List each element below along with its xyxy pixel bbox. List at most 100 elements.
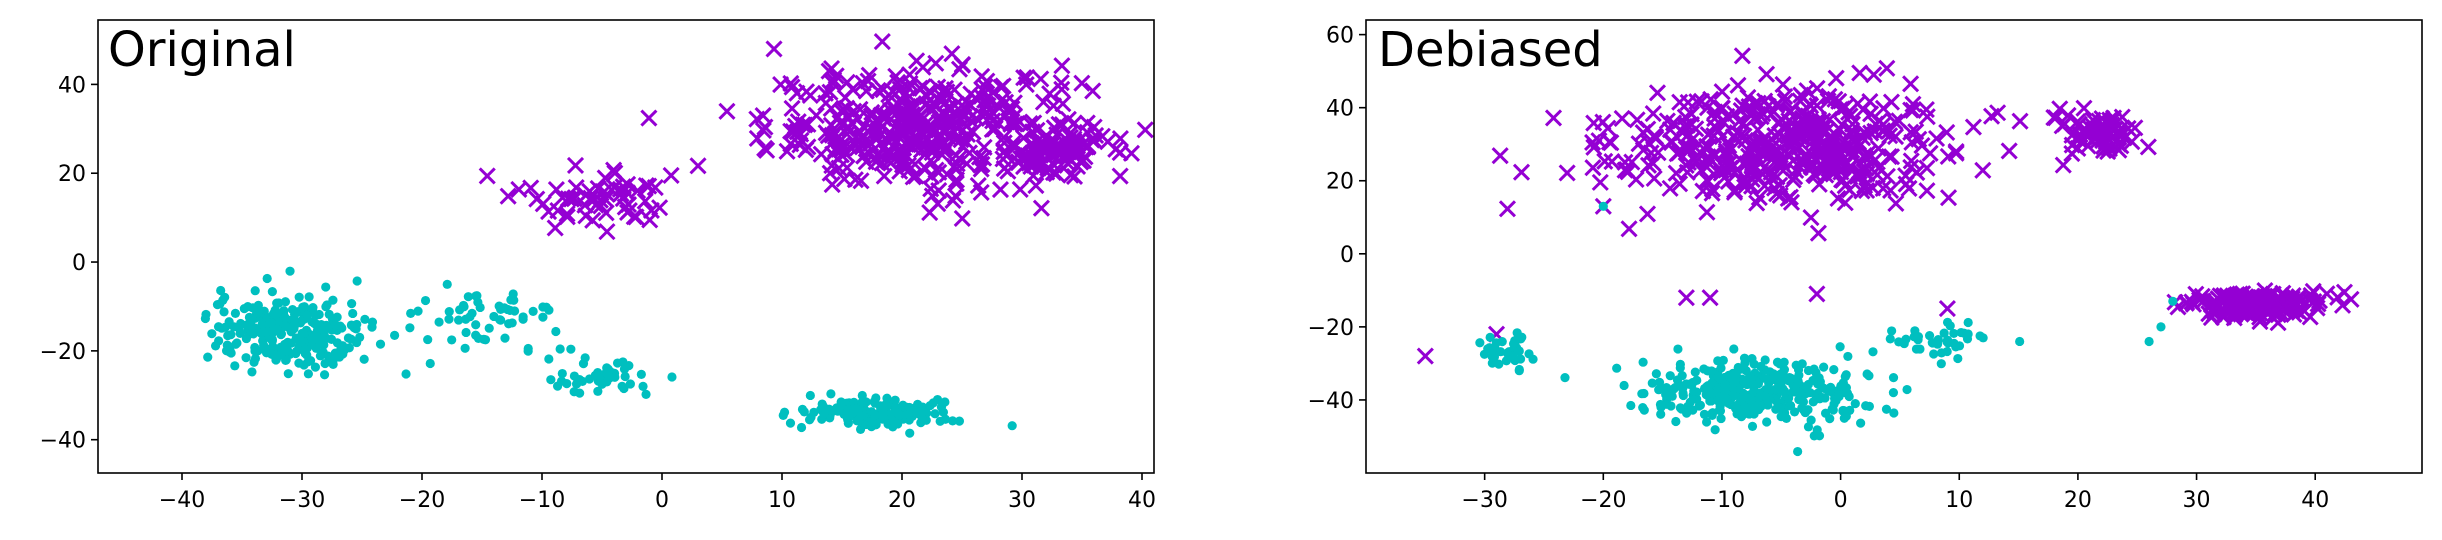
original-x-marker	[826, 124, 844, 143]
original-x-marker	[1078, 123, 1096, 141]
original-dot-marker	[256, 328, 266, 338]
debiased-x-tick-label: 40	[2301, 488, 2329, 513]
original-dot-marker	[625, 379, 635, 389]
debiased-x-marker	[1649, 144, 1667, 162]
original-x-marker	[900, 79, 918, 97]
original-x-marker	[641, 211, 659, 229]
original-dot-marker	[217, 323, 227, 333]
debiased-x-marker	[1974, 161, 1992, 179]
original-x-marker	[1073, 74, 1091, 92]
debiased-dot-marker	[1793, 446, 1803, 457]
debiased-x-marker	[2094, 142, 2113, 160]
original-dot-marker	[918, 405, 928, 415]
original-dot-marker	[796, 422, 807, 433]
debiased-x-marker	[1808, 285, 1826, 303]
original-x-marker	[991, 180, 1010, 199]
debiased-x-marker	[1602, 134, 1620, 152]
debiased-dot-marker	[1739, 353, 1750, 363]
original-dot-marker	[930, 409, 940, 419]
original-x-marker	[894, 152, 912, 170]
original-x-marker	[816, 84, 834, 102]
debiased-x-marker	[1902, 123, 1920, 141]
original-dot-marker	[297, 328, 307, 338]
debiased-plot-area	[1366, 20, 2422, 473]
debiased-x-marker	[2079, 137, 2097, 155]
original-dot-marker	[905, 428, 915, 438]
original-dot-marker	[200, 313, 210, 324]
original-dot-marker	[1007, 421, 1017, 431]
original-dot-marker	[496, 315, 506, 325]
original-dot-marker	[546, 375, 556, 385]
original-dot-marker	[247, 327, 257, 337]
original-x-marker	[629, 182, 647, 200]
original-dot-marker	[405, 323, 415, 333]
original-x-marker	[778, 142, 796, 160]
original-dot-marker	[302, 310, 313, 320]
original-x-marker	[1044, 97, 1063, 115]
debiased-dot-marker	[1747, 398, 1757, 409]
debiased-x-marker	[1853, 182, 1871, 200]
original-dot-marker	[352, 319, 362, 330]
original-dot-marker	[593, 368, 603, 378]
debiased-x-marker	[2333, 296, 2352, 314]
original-dot-marker	[281, 355, 291, 366]
debiased-dot-marker	[1654, 377, 1665, 387]
original-dot-marker	[555, 344, 565, 354]
debiased-dot-marker	[2156, 322, 2166, 332]
debiased-x-marker	[1836, 194, 1854, 212]
debiased-x-marker	[1512, 163, 1531, 181]
original-x-marker	[598, 223, 616, 241]
debiased-dot-marker	[1939, 328, 1949, 338]
original-x-axis: −40 −30 −20 −10 0 10 20 30 40	[159, 473, 1156, 513]
original-x-marker	[879, 92, 897, 110]
debiased-x-marker	[1750, 188, 1768, 207]
debiased-x-marker	[2075, 99, 2093, 117]
debiased-x-marker	[1585, 138, 1603, 156]
debiased-dot-marker	[1485, 332, 1495, 342]
original-x-marker	[758, 141, 776, 159]
original-x-tick-label: −30	[279, 488, 325, 513]
original-x-marker	[510, 180, 528, 198]
original-dot-marker	[620, 371, 630, 382]
original-dot-marker	[287, 305, 298, 315]
original-x-marker	[1052, 74, 1070, 92]
debiased-y-tick-label: 20	[1326, 170, 1354, 195]
original-dot-marker	[321, 282, 331, 292]
debiased-x-marker	[1964, 118, 1983, 136]
debiased-x-marker	[1591, 173, 1609, 191]
debiased-dot-marker	[1729, 391, 1739, 401]
debiased-dot-marker	[1805, 388, 1815, 398]
original-x-marker	[1107, 140, 1125, 158]
debiased-x-marker	[1828, 155, 1846, 173]
debiased-dot-marker	[1707, 388, 1717, 398]
debiased-x-marker	[1779, 189, 1797, 208]
debiased-x-marker	[1694, 182, 1712, 200]
debiased-x-marker	[1773, 155, 1791, 173]
original-y-axis: −40 −20 0 20 40	[40, 73, 98, 454]
original-x-marker	[880, 144, 898, 162]
original-x-marker	[924, 125, 942, 143]
debiased-x-marker	[1584, 159, 1602, 177]
debiased-dot-marker	[1669, 384, 1679, 394]
original-dot-marker	[444, 307, 454, 317]
debiased-points	[1416, 47, 2360, 457]
debiased-x-marker	[1810, 127, 1828, 145]
debiased-dot-marker	[1889, 408, 1899, 418]
original-x-marker	[973, 67, 991, 86]
debiased-x-marker	[1939, 147, 1957, 166]
debiased-x-marker	[2244, 304, 2262, 322]
debiased-dot-marker	[1684, 379, 1694, 389]
debiased-x-marker	[1734, 114, 1752, 132]
original-x-marker	[1044, 132, 1062, 150]
debiased-x-marker	[2342, 290, 2360, 308]
original-x-marker	[1053, 115, 1071, 134]
debiased-dot-marker	[1707, 366, 1717, 376]
original-x-marker	[478, 167, 496, 185]
original-x-marker	[977, 95, 995, 113]
original-axes-frame	[97, 19, 1155, 474]
original-dot-marker	[871, 393, 881, 403]
original-x-marker	[952, 131, 970, 149]
debiased-dot-marker	[1834, 391, 1844, 402]
debiased-x-marker	[1603, 153, 1621, 171]
original-dot-marker	[413, 306, 423, 316]
